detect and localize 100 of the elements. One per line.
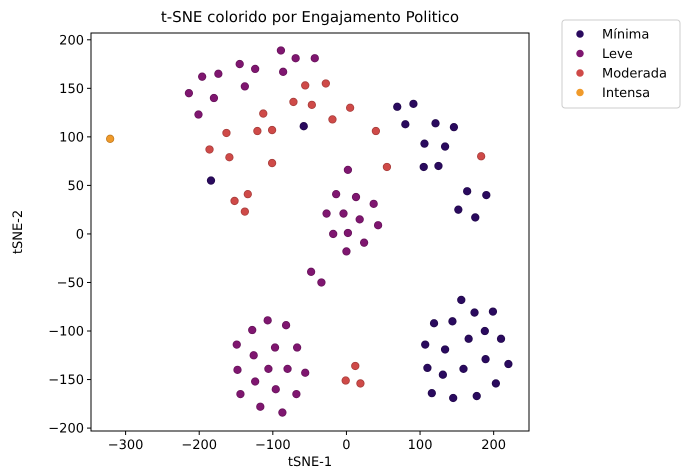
x-tick-label: 100 <box>408 438 432 453</box>
point <box>454 206 462 214</box>
point <box>471 213 480 222</box>
point <box>450 123 458 132</box>
point <box>356 215 364 224</box>
point <box>300 122 308 130</box>
point <box>342 376 350 385</box>
point <box>496 334 506 343</box>
point <box>329 230 338 238</box>
legend-label: Leve <box>602 47 633 62</box>
point <box>232 340 241 349</box>
point <box>480 326 489 336</box>
point <box>253 126 262 136</box>
point <box>470 308 479 317</box>
chart-title: t-SNE colorido por Engajamento Politico <box>160 8 460 26</box>
point <box>428 389 436 398</box>
point <box>332 190 340 198</box>
point <box>256 402 264 411</box>
legend-label: Intensa <box>602 86 650 102</box>
x-tick-label: 0 <box>342 438 351 453</box>
point <box>210 94 218 102</box>
point <box>310 54 319 62</box>
point <box>449 394 458 402</box>
point <box>317 278 326 287</box>
point <box>268 158 276 168</box>
point <box>282 321 290 330</box>
point <box>292 343 302 352</box>
point <box>448 317 457 326</box>
point <box>352 192 360 202</box>
point <box>360 238 368 247</box>
point <box>276 46 286 55</box>
point <box>477 152 486 160</box>
y-tick-label: −50 <box>56 276 84 292</box>
point <box>268 126 276 134</box>
point <box>356 379 365 388</box>
point <box>322 209 331 218</box>
y-tick-label: −200 <box>48 422 84 437</box>
point <box>344 228 352 238</box>
point <box>244 190 252 198</box>
point <box>372 126 380 136</box>
point <box>292 54 300 62</box>
point <box>420 140 429 148</box>
y-tick-label: −150 <box>48 373 84 388</box>
point <box>222 128 231 138</box>
point <box>322 79 330 88</box>
y-tick-label: 150 <box>59 82 84 97</box>
point <box>225 153 234 162</box>
point <box>236 390 245 398</box>
point <box>344 166 352 174</box>
point <box>194 110 203 119</box>
point <box>440 142 450 151</box>
point <box>434 162 443 170</box>
point <box>472 392 481 400</box>
point <box>504 360 513 368</box>
x-tick-label: −300 <box>108 438 144 453</box>
point <box>230 196 239 206</box>
point <box>482 190 490 200</box>
legend-label: Moderada <box>602 66 667 82</box>
point <box>401 120 410 128</box>
point <box>236 60 244 68</box>
point <box>463 187 472 196</box>
point <box>420 162 428 172</box>
point <box>233 366 242 374</box>
point <box>106 134 114 143</box>
y-tick-label: 50 <box>67 178 84 194</box>
point <box>289 98 298 106</box>
point <box>214 70 222 78</box>
point <box>251 377 260 386</box>
point <box>306 268 316 276</box>
point <box>184 89 194 98</box>
point <box>423 364 432 372</box>
point <box>251 64 260 74</box>
y-tick-label: 200 <box>59 33 84 48</box>
point <box>339 209 348 218</box>
point <box>308 100 316 109</box>
y-tick-label: 0 <box>76 227 84 242</box>
point <box>240 82 249 91</box>
point <box>264 364 273 374</box>
point <box>278 68 288 76</box>
x-tick-label: −200 <box>181 438 218 453</box>
point <box>264 316 272 324</box>
point <box>259 109 268 118</box>
point <box>409 100 418 108</box>
point <box>430 319 438 328</box>
y-tick-label: 100 <box>59 130 84 146</box>
x-tick-label: −100 <box>254 438 291 453</box>
point <box>292 390 301 398</box>
legend-label: Mínima <box>602 28 650 43</box>
y-tick-label: −100 <box>48 324 84 340</box>
point <box>438 370 448 379</box>
point <box>198 72 206 81</box>
point <box>240 207 249 216</box>
point <box>205 145 214 154</box>
point <box>301 81 310 90</box>
point <box>421 340 430 349</box>
point <box>457 296 466 304</box>
point <box>342 247 351 256</box>
point <box>431 119 440 128</box>
point <box>248 326 256 334</box>
point <box>346 104 354 112</box>
